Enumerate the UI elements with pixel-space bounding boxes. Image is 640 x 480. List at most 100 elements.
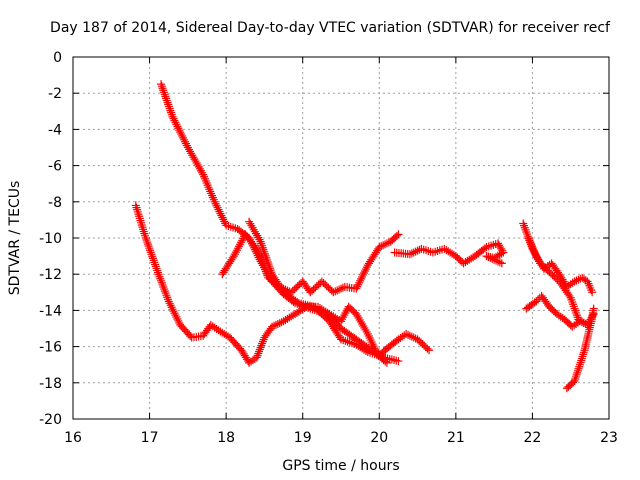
data-point [359,270,368,279]
data-point [578,352,587,361]
data-point [146,246,155,255]
data-point [265,264,274,273]
data-point [137,218,146,227]
data-point [133,205,142,214]
data-point [158,84,167,93]
data-point [570,277,579,286]
data-point [333,286,342,295]
data-point [175,126,184,135]
data-point [262,253,271,262]
data-point [413,246,422,255]
data-point [135,212,144,221]
x-tick-label: 23 [600,430,618,446]
data-point [260,249,269,258]
data-point [381,240,390,249]
data-point [152,264,161,273]
data-point [375,243,384,252]
data-point [171,118,180,127]
data-point [577,354,586,363]
y-tick-label: -12 [39,267,62,283]
data-point [352,284,361,293]
data-point [159,86,168,95]
data-point [394,230,403,239]
data-point [167,108,176,117]
data-point [167,110,176,119]
data-point [144,242,153,251]
x-tick-label: 17 [141,430,159,446]
data-point [579,348,588,357]
data-point [366,336,375,345]
data-point [379,241,388,250]
data-point [146,248,155,257]
data-point [143,240,152,249]
data-point [160,287,169,296]
data-point [218,213,227,222]
data-point [266,266,275,275]
data-point [255,235,264,244]
data-point [180,137,189,146]
data-point [133,207,142,216]
data-point [356,276,365,285]
data-point [214,205,223,214]
y-tick-label: -18 [39,376,62,392]
y-tick-label: -8 [48,195,62,211]
data-point [588,288,597,297]
data-point [270,321,278,330]
data-point [577,356,586,365]
data-point [181,139,190,148]
y-tick-label: -10 [39,231,62,247]
y-tick-label: -2 [48,86,62,102]
data-point [164,102,173,111]
data-point [163,293,172,302]
data-point [153,266,162,275]
data-point [257,341,266,350]
data-point [377,242,386,251]
y-tick-label: -6 [48,159,62,175]
data-point [574,275,583,284]
data-point [571,372,580,381]
data-point [527,240,536,249]
data-point [150,258,159,267]
data-point [217,211,226,220]
data-point [392,231,401,240]
data-point [275,319,284,328]
data-point [394,357,403,366]
data-point [273,319,282,328]
data-point [359,268,368,277]
data-point [484,253,493,262]
data-point [211,199,220,208]
data-point [210,197,219,206]
data-point [169,114,178,123]
series-track-c [218,230,403,297]
series-track-d [245,217,434,360]
data-point [198,168,207,177]
data-point [490,255,499,264]
data-point [141,234,150,242]
data-point [268,322,277,331]
data-point [171,311,180,320]
data-point [362,327,371,336]
data-point [164,297,173,306]
data-point [565,291,574,300]
data-point [162,96,171,105]
data-point [151,262,160,271]
data-point [163,98,172,107]
data-point [423,344,432,353]
data-point [177,130,186,139]
data-point [575,360,584,369]
data-point [253,351,262,360]
data-point [355,278,364,287]
data-point [142,236,151,245]
data-point [329,288,338,297]
data-point [425,346,434,355]
chart-title: Day 187 of 2014, Sidereal Day-to-day VTE… [50,20,611,36]
data-point [361,346,370,355]
data-point [409,333,418,342]
data-point [264,260,273,269]
data-point [360,267,369,276]
data-point [259,335,268,344]
data-point [212,201,221,210]
data-point [364,331,373,340]
y-tick-label: -20 [39,412,62,428]
